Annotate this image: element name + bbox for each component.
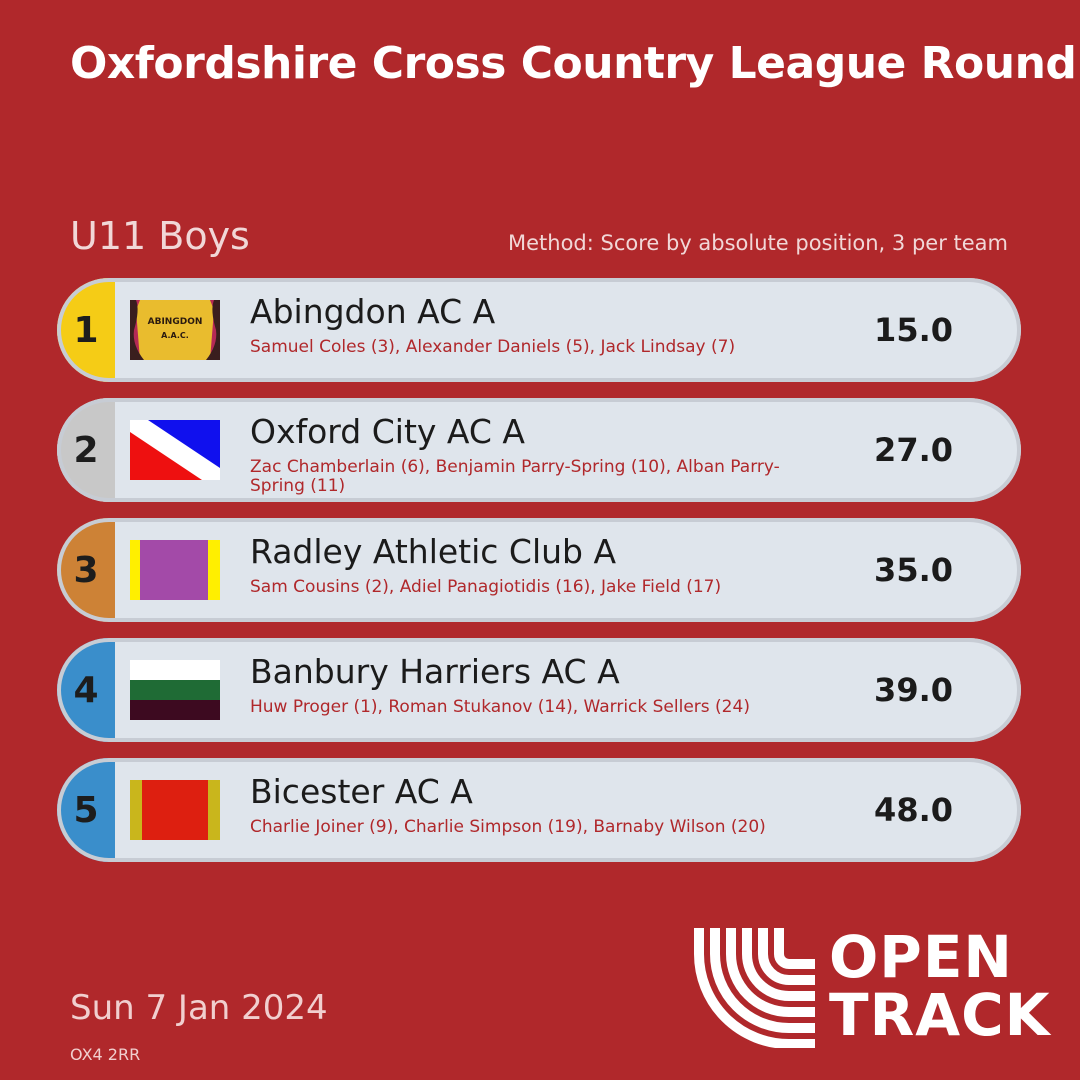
team-name: Oxford City AC A — [250, 412, 526, 451]
result-row: 5 Bicester AC A Charlie Joiner (9), Char… — [57, 758, 1021, 862]
team-members: Charlie Joiner (9), Charlie Simpson (19)… — [250, 817, 766, 837]
position-badge: 5 — [57, 758, 115, 862]
position-badge: 1 — [57, 278, 115, 382]
team-members: Huw Proger (1), Roman Stukanov (14), War… — [250, 697, 750, 717]
opentrack-logo: OPEN TRACK — [693, 923, 1053, 1049]
team-score: 35.0 — [874, 551, 953, 589]
position-badge: 3 — [57, 518, 115, 622]
logo-text-track: TRACK — [829, 981, 1051, 1049]
team-name: Bicester AC A — [250, 772, 473, 811]
team-vest-image — [130, 660, 220, 720]
team-score: 27.0 — [874, 431, 953, 469]
page-title: Oxfordshire Cross Country League Round 3 — [70, 38, 1080, 89]
result-row: 3 Radley Athletic Club A Sam Cousins (2)… — [57, 518, 1021, 622]
team-vest-image — [130, 540, 220, 600]
team-vest-image — [130, 780, 220, 840]
team-name: Abingdon AC A — [250, 292, 496, 331]
team-members: Zac Chamberlain (6), Benjamin Parry-Spri… — [250, 457, 780, 496]
event-venue: OX4 2RR — [70, 1045, 141, 1064]
team-vest-image: ABINGDON A.A.C. — [130, 300, 220, 360]
category-heading: U11 Boys — [70, 214, 250, 258]
logo-text-open: OPEN — [829, 923, 1013, 991]
result-row: 4 Banbury Harriers AC A Huw Proger (1), … — [57, 638, 1021, 742]
scoring-method: Method: Score by absolute position, 3 pe… — [507, 231, 1008, 255]
position-badge: 4 — [57, 638, 115, 742]
result-row: 2 Oxford City AC A Zac Chamberlain (6), … — [57, 398, 1021, 502]
team-score: 48.0 — [874, 791, 953, 829]
result-row: 1 ABINGDON A.A.C. Abingdon AC A Samuel C… — [57, 278, 1021, 382]
team-vest-image — [130, 420, 220, 480]
svg-text:ABINGDON: ABINGDON — [148, 317, 203, 327]
team-members: Sam Cousins (2), Adiel Panagiotidis (16)… — [250, 577, 722, 597]
team-name: Banbury Harriers AC A — [250, 652, 620, 691]
svg-text:A.A.C.: A.A.C. — [161, 331, 189, 340]
team-score: 15.0 — [874, 311, 953, 349]
team-name: Radley Athletic Club A — [250, 532, 617, 571]
team-score: 39.0 — [874, 671, 953, 709]
position-badge: 2 — [57, 398, 115, 502]
team-members: Samuel Coles (3), Alexander Daniels (5),… — [250, 337, 736, 357]
opentrack-logo-icon — [694, 928, 815, 1049]
event-date: Sun 7 Jan 2024 — [70, 988, 328, 1028]
